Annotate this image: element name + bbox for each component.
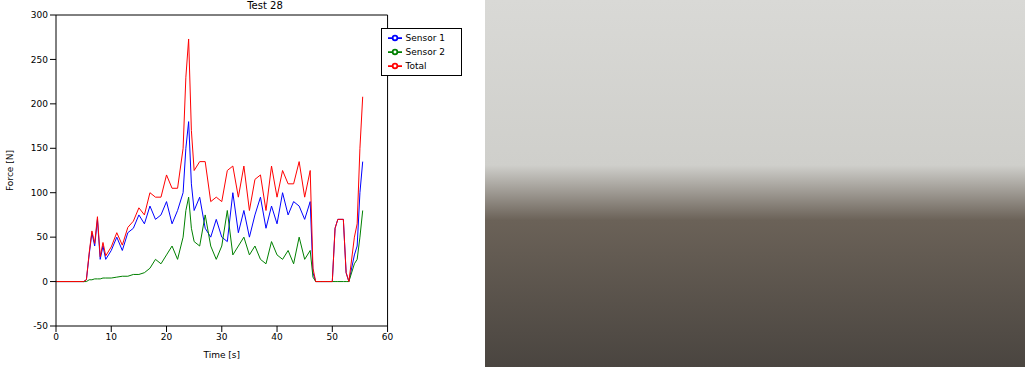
svg-text:Force [N]: Force [N] — [5, 150, 15, 191]
svg-text:50: 50 — [37, 232, 49, 242]
svg-text:10: 10 — [106, 332, 118, 342]
html-text:Sensor 2: Sensor 2 — [405, 46, 445, 57]
svg-text:50: 50 — [327, 332, 339, 342]
svg-text:150: 150 — [31, 143, 48, 153]
svg-text:250: 250 — [31, 55, 48, 65]
svg-text:-50: -50 — [33, 321, 48, 331]
svg-text:0: 0 — [53, 332, 59, 342]
svg-text:30: 30 — [216, 332, 228, 342]
svg-text:0: 0 — [42, 277, 48, 287]
svg-text:200: 200 — [31, 99, 48, 109]
svg-text:Time [s]: Time [s] — [202, 350, 240, 360]
svg-text:20: 20 — [161, 332, 173, 342]
svg-text:100: 100 — [31, 188, 48, 198]
svg-text:300: 300 — [31, 10, 48, 20]
svg-text:40: 40 — [271, 332, 283, 342]
html-text:Total: Total — [405, 60, 427, 71]
html-text:Test 28: Test 28 — [247, 0, 283, 11]
svg-text:60: 60 — [382, 332, 394, 342]
html-text:Sensor 1: Sensor 1 — [405, 32, 445, 43]
